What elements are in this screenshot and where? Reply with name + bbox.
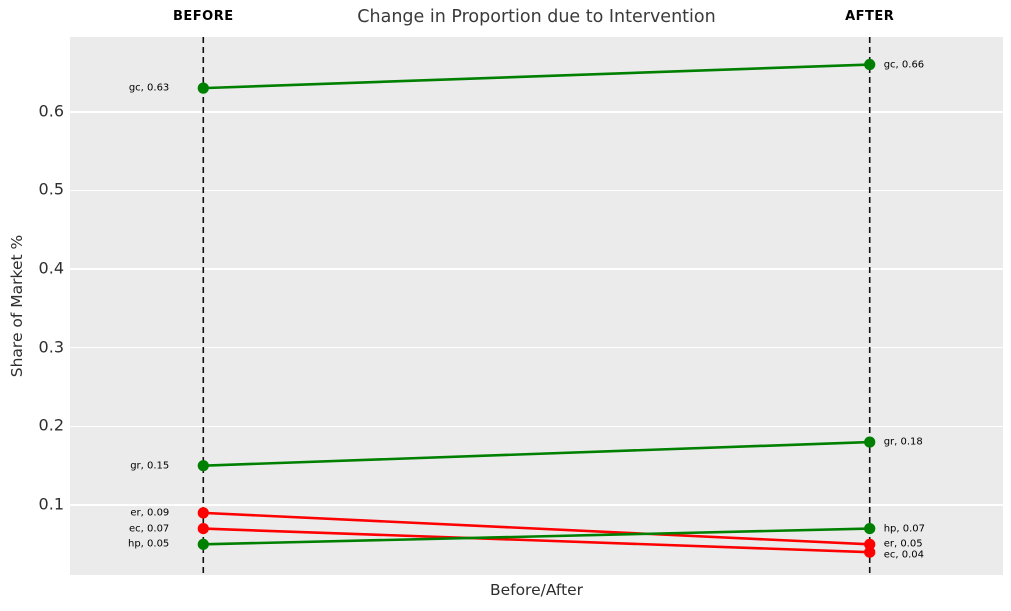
label-gc-before: gc, 0.63 [128,82,170,94]
label-ec-before: ec, 0.07 [129,523,170,535]
y-tick-label-0.4: 0.4 [38,258,64,278]
point-er-before [197,507,209,519]
point-ec-after [864,546,876,558]
label-gr-before: gr, 0.15 [130,460,170,472]
plot-area [70,37,1003,575]
line-er [203,511,870,546]
label-gr-after: gr, 0.18 [883,436,923,448]
before-column-header: BEFORE [172,9,234,24]
line-ec [203,527,870,554]
point-gr-before [197,460,209,472]
gridline-0.2 [70,425,1003,428]
gridline-0.3 [70,346,1003,349]
line-hp [203,527,870,546]
y-tick-label-0.3: 0.3 [38,337,64,357]
point-ec-before [197,522,209,535]
label-ec-after: ec, 0.04 [883,549,924,561]
y-tick-label-0.2: 0.2 [38,415,64,435]
point-gr-after [864,436,876,448]
point-gc-before [197,82,209,94]
x-axis-label: Before/After [489,581,584,599]
label-er-after: er, 0.05 [883,538,923,550]
gridline-0.1 [70,504,1003,506]
gridline-0.5 [70,189,1003,192]
after-column-header: AFTER [845,9,895,24]
gridline-0.6 [70,110,1003,113]
label-hp-after: hp, 0.07 [883,523,926,535]
label-er-before: er, 0.09 [130,507,170,519]
point-er-after [864,538,876,550]
gridline-0.4 [70,268,1003,270]
line-gr [203,440,870,467]
label-hp-before: hp, 0.05 [127,538,170,550]
y-tick-label-0.6: 0.6 [38,101,64,121]
chart-title: Change in Proportion due to Intervention [357,7,716,27]
y-tick-label-0.1: 0.1 [38,494,64,514]
point-gc-after [864,58,876,71]
y-tick-label-0.5: 0.5 [38,179,64,199]
point-hp-before [197,538,209,550]
point-hp-after [864,522,876,535]
line-gc [203,63,870,90]
label-gc-after: gc, 0.66 [883,59,925,71]
